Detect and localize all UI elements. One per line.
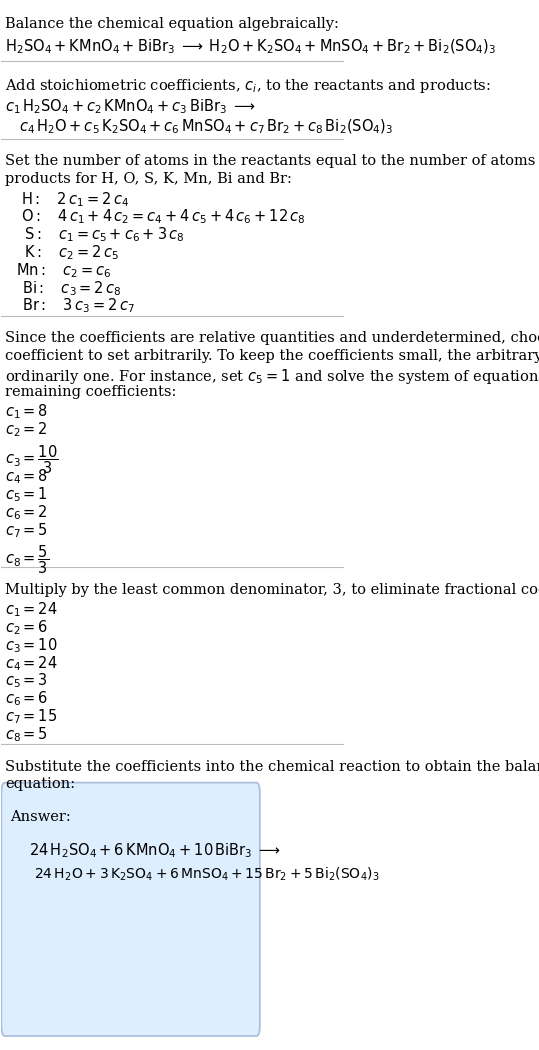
Text: Balance the chemical equation algebraically:: Balance the chemical equation algebraica… <box>5 17 340 32</box>
Text: $\mathrm{H_2SO_4 + KMnO_4 + BiBr_3 \;\longrightarrow\; H_2O + K_2SO_4 + MnSO_4 +: $\mathrm{H_2SO_4 + KMnO_4 + BiBr_3 \;\lo… <box>5 38 497 57</box>
FancyBboxPatch shape <box>2 782 260 1036</box>
Text: Since the coefficients are relative quantities and underdetermined, choose a: Since the coefficients are relative quan… <box>5 331 539 345</box>
Text: $c_6 = 6$: $c_6 = 6$ <box>5 690 49 708</box>
Text: $c_2 = 2$: $c_2 = 2$ <box>5 420 49 439</box>
Text: ordinarily one. For instance, set $c_5 = 1$ and solve the system of equations fo: ordinarily one. For instance, set $c_5 =… <box>5 366 539 385</box>
Text: Add stoichiometric coefficients, $c_i$, to the reactants and products:: Add stoichiometric coefficients, $c_i$, … <box>5 77 492 94</box>
Text: $c_1\,\mathrm{H_2SO_4} + c_2\,\mathrm{KMnO_4} + c_3\,\mathrm{BiBr_3} \;\longrigh: $c_1\,\mathrm{H_2SO_4} + c_2\,\mathrm{KM… <box>5 98 256 117</box>
Text: $\mathrm{H:}\quad 2\,c_1 = 2\,c_4$: $\mathrm{H:}\quad 2\,c_1 = 2\,c_4$ <box>21 190 129 209</box>
Text: $c_4\,\mathrm{H_2O} + c_5\,\mathrm{K_2SO_4} + c_6\,\mathrm{MnSO_4} + c_7\,\mathr: $c_4\,\mathrm{H_2O} + c_5\,\mathrm{K_2SO… <box>19 118 393 136</box>
Text: Multiply by the least common denominator, 3, to eliminate fractional coefficient: Multiply by the least common denominator… <box>5 583 539 596</box>
Text: $c_3 = 10$: $c_3 = 10$ <box>5 636 58 655</box>
Text: coefficient to set arbitrarily. To keep the coefficients small, the arbitrary va: coefficient to set arbitrarily. To keep … <box>5 349 539 363</box>
Text: Set the number of atoms in the reactants equal to the number of atoms in the: Set the number of atoms in the reactants… <box>5 154 539 168</box>
Text: $c_3 = \dfrac{10}{3}$: $c_3 = \dfrac{10}{3}$ <box>5 443 59 476</box>
Text: $c_7 = 5$: $c_7 = 5$ <box>5 521 49 540</box>
Text: $c_1 = 8$: $c_1 = 8$ <box>5 402 49 421</box>
Text: $\mathrm{Mn:}\quad c_2 = c_6$: $\mathrm{Mn:}\quad c_2 = c_6$ <box>16 261 112 279</box>
Text: $c_8 = 5$: $c_8 = 5$ <box>5 724 49 743</box>
Text: $24\,\mathrm{H_2O} + 3\,\mathrm{K_2SO_4} + 6\,\mathrm{MnSO_4} + 15\,\mathrm{Br_2: $24\,\mathrm{H_2O} + 3\,\mathrm{K_2SO_4}… <box>34 865 379 883</box>
Text: $\mathrm{Bi:}\quad c_3 = 2\,c_8$: $\mathrm{Bi:}\quad c_3 = 2\,c_8$ <box>22 279 121 297</box>
Text: $\mathrm{Br:}\quad 3\,c_3 = 2\,c_7$: $\mathrm{Br:}\quad 3\,c_3 = 2\,c_7$ <box>22 297 135 315</box>
Text: $c_5 = 3$: $c_5 = 3$ <box>5 672 49 690</box>
Text: $c_6 = 2$: $c_6 = 2$ <box>5 503 49 522</box>
Text: $c_7 = 15$: $c_7 = 15$ <box>5 708 58 726</box>
Text: $c_8 = \dfrac{5}{3}$: $c_8 = \dfrac{5}{3}$ <box>5 544 50 576</box>
Text: $\mathrm{K:}\quad c_2 = 2\,c_5$: $\mathrm{K:}\quad c_2 = 2\,c_5$ <box>24 244 119 262</box>
Text: $c_4 = 24$: $c_4 = 24$ <box>5 654 58 672</box>
Text: $24\,\mathrm{H_2SO_4} + 6\,\mathrm{KMnO_4} + 10\,\mathrm{BiBr_3} \;\longrightarr: $24\,\mathrm{H_2SO_4} + 6\,\mathrm{KMnO_… <box>29 841 281 860</box>
Text: $\mathrm{S:}\quad c_1 = c_5 + c_6 + 3\,c_8$: $\mathrm{S:}\quad c_1 = c_5 + c_6 + 3\,c… <box>24 226 185 245</box>
Text: remaining coefficients:: remaining coefficients: <box>5 384 177 399</box>
Text: $c_2 = 6$: $c_2 = 6$ <box>5 618 49 637</box>
Text: equation:: equation: <box>5 777 75 792</box>
Text: $c_5 = 1$: $c_5 = 1$ <box>5 485 49 504</box>
Text: Substitute the coefficients into the chemical reaction to obtain the balanced: Substitute the coefficients into the che… <box>5 759 539 774</box>
Text: $c_1 = 24$: $c_1 = 24$ <box>5 601 58 619</box>
Text: $\mathrm{O:}\quad 4\,c_1 + 4\,c_2 = c_4 + 4\,c_5 + 4\,c_6 + 12\,c_8$: $\mathrm{O:}\quad 4\,c_1 + 4\,c_2 = c_4 … <box>21 208 306 227</box>
Text: products for H, O, S, K, Mn, Bi and Br:: products for H, O, S, K, Mn, Bi and Br: <box>5 172 292 186</box>
Text: $c_4 = 8$: $c_4 = 8$ <box>5 467 49 486</box>
Text: Answer:: Answer: <box>10 810 71 824</box>
